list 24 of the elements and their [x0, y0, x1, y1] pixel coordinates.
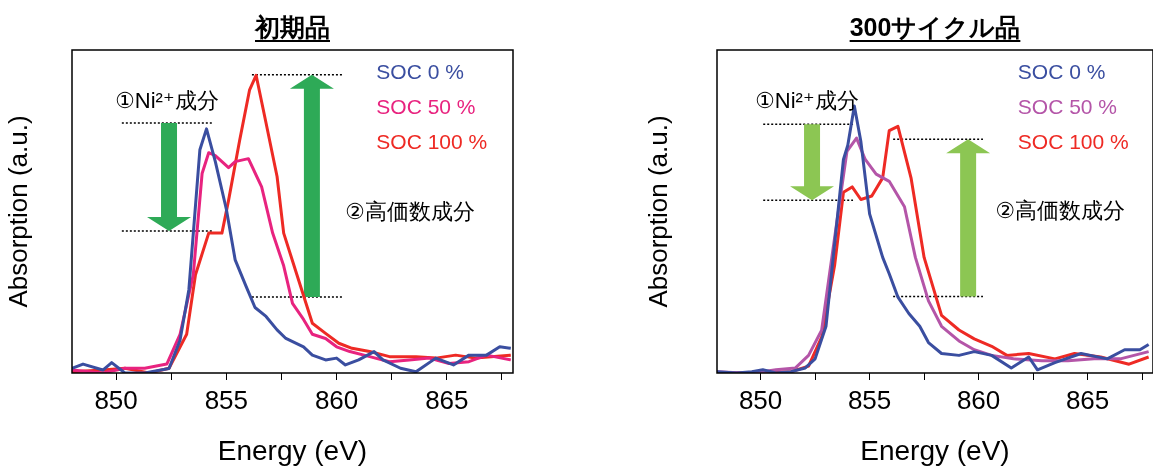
y-axis-title: Absorption (a.u.) [2, 115, 33, 308]
annotation: ②高価数成分 [344, 199, 475, 225]
x-tick-label: 860 [956, 384, 1001, 415]
chart-title: 初期品 [254, 13, 330, 41]
text: SOC 100 % [1017, 130, 1129, 154]
y-axis-title: Absorption (a.u.) [642, 115, 673, 308]
text: SOC 0 % [376, 60, 464, 84]
x-tick-label: 855 [204, 384, 249, 415]
x-tick-label: 865 [425, 384, 469, 415]
x-axis-title: Energy (eV) [860, 434, 1010, 466]
text: SOC 50 % [376, 95, 476, 119]
text: SOC 0 % [1017, 60, 1106, 84]
text: SOC 50 % [1017, 95, 1118, 119]
annotation: ①Ni²⁺成分 [755, 87, 859, 113]
x-tick-label: 850 [738, 384, 783, 415]
x-tick-label: 855 [847, 384, 892, 415]
text: SOC 100 % [376, 130, 488, 154]
x-axis-title: Energy (eV) [217, 434, 368, 466]
annotation: ②高価数成分 [995, 197, 1125, 223]
chart-title: 300サイクル品 [849, 13, 1021, 41]
x-tick-label: 865 [1065, 384, 1110, 415]
annotation: ①Ni²⁺成分 [115, 88, 219, 114]
x-tick-label: 860 [314, 384, 359, 415]
x-tick-label: 850 [94, 384, 138, 415]
